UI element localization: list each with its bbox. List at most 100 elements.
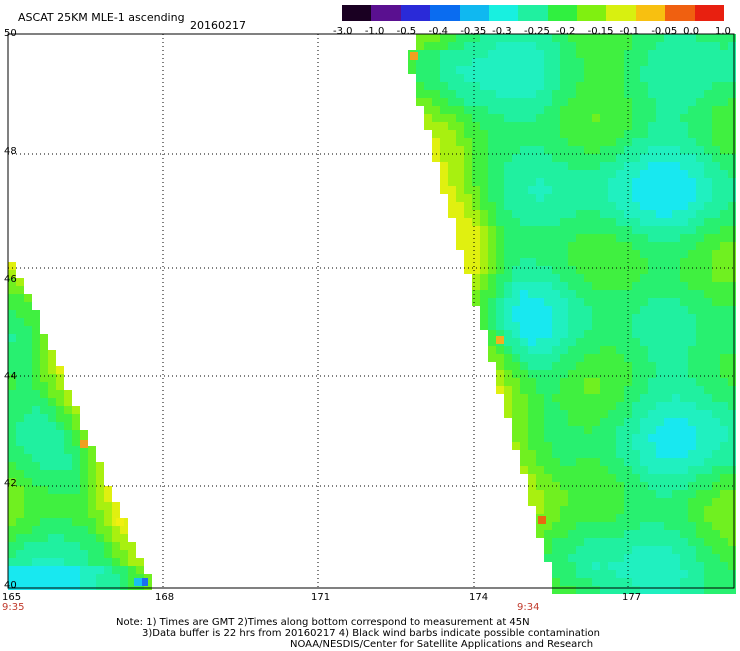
swath-cell xyxy=(552,506,560,514)
swath-cell xyxy=(720,386,728,394)
swath-cell xyxy=(680,170,688,178)
swath-cell xyxy=(536,330,544,338)
swath-cell xyxy=(504,138,512,146)
swath-cell xyxy=(648,450,656,458)
swath-cell xyxy=(552,58,560,66)
swath-cell xyxy=(544,514,552,522)
swath-cell xyxy=(608,82,616,90)
swath-cell xyxy=(488,354,496,362)
swath-cell xyxy=(544,410,552,418)
swath-cell xyxy=(696,154,704,162)
swath-cell xyxy=(712,570,720,578)
swath-cell xyxy=(664,210,672,218)
swath-cell xyxy=(480,42,488,50)
swath-cell xyxy=(472,234,480,242)
swath-cell xyxy=(656,218,664,226)
swath-cell xyxy=(640,178,648,186)
swath-cell xyxy=(48,550,56,558)
swath-cell xyxy=(672,106,680,114)
swath-cell xyxy=(640,290,648,298)
swath-cell xyxy=(584,162,592,170)
swath-cell xyxy=(576,554,584,562)
swath-cell xyxy=(704,42,712,50)
swath-cell xyxy=(56,550,64,558)
swath-cell xyxy=(496,58,504,66)
swath-cell xyxy=(512,258,520,266)
swath-cell xyxy=(656,418,664,426)
swath-cell xyxy=(608,154,616,162)
swath-cell xyxy=(656,378,664,386)
swath-cell xyxy=(480,242,488,250)
swath-cell xyxy=(568,370,576,378)
swath-cell xyxy=(512,58,520,66)
swath-cell xyxy=(712,386,720,394)
swath-cell xyxy=(640,538,648,546)
swath-cell xyxy=(632,354,640,362)
swath-cell xyxy=(576,298,584,306)
swath-cell xyxy=(576,314,584,322)
swath-cell xyxy=(488,98,496,106)
swath-cell xyxy=(456,210,464,218)
swath-cell xyxy=(664,202,672,210)
swath-cell xyxy=(720,554,728,562)
swath-cell xyxy=(688,338,696,346)
swath-cell xyxy=(608,114,616,122)
lon-label-174: 174 xyxy=(469,592,489,603)
swath-cell xyxy=(536,530,544,538)
swath-cell xyxy=(504,322,512,330)
swath-cell xyxy=(648,250,656,258)
swath-cell xyxy=(608,242,616,250)
swath-cell xyxy=(704,458,712,466)
swath-cell xyxy=(640,354,648,362)
swath-cell xyxy=(592,266,600,274)
swath-cell xyxy=(672,562,680,570)
swath-cell xyxy=(488,322,496,330)
swath-cell xyxy=(712,338,720,346)
swath-cell xyxy=(720,290,728,298)
swath-cell xyxy=(688,386,696,394)
swath-cell xyxy=(480,274,488,282)
swath-cell xyxy=(680,562,688,570)
swath-cell xyxy=(696,522,704,530)
swath-cell xyxy=(680,578,688,586)
swath-cell xyxy=(536,410,544,418)
swath-cell xyxy=(728,122,736,130)
swath-cell xyxy=(456,186,464,194)
swath-cell xyxy=(520,426,528,434)
swath-cell xyxy=(672,538,680,546)
swath-cell xyxy=(680,90,688,98)
swath-cell xyxy=(704,474,712,482)
swath-cell xyxy=(496,170,504,178)
swath-cell xyxy=(672,306,680,314)
swath-cell xyxy=(656,298,664,306)
swath-cell xyxy=(688,34,696,42)
swath-cell xyxy=(456,178,464,186)
swath-cell xyxy=(672,130,680,138)
swath-cell xyxy=(704,338,712,346)
swath-cell xyxy=(640,266,648,274)
swath-cell xyxy=(496,66,504,74)
swath-cell xyxy=(712,154,720,162)
swath-cell xyxy=(664,514,672,522)
swath-cell xyxy=(632,434,640,442)
swath-cell xyxy=(576,234,584,242)
swath-cell xyxy=(576,354,584,362)
swath-cell xyxy=(712,306,720,314)
swath-cell xyxy=(472,218,480,226)
swath-cell xyxy=(40,390,48,398)
swath-cell xyxy=(56,422,64,430)
swath-cell xyxy=(584,186,592,194)
swath-cell xyxy=(632,90,640,98)
lat-label-50: 50 xyxy=(4,28,17,39)
swath-cell xyxy=(104,558,112,566)
swath-cell xyxy=(680,370,688,378)
swath-cell xyxy=(488,258,496,266)
swath-cell xyxy=(32,534,40,542)
swath-cell xyxy=(688,546,696,554)
swath-cell xyxy=(608,506,616,514)
swath-cell xyxy=(704,138,712,146)
swath-cell xyxy=(48,502,56,510)
swath-cell xyxy=(648,474,656,482)
swath-cell xyxy=(560,66,568,74)
swath-cell xyxy=(560,354,568,362)
